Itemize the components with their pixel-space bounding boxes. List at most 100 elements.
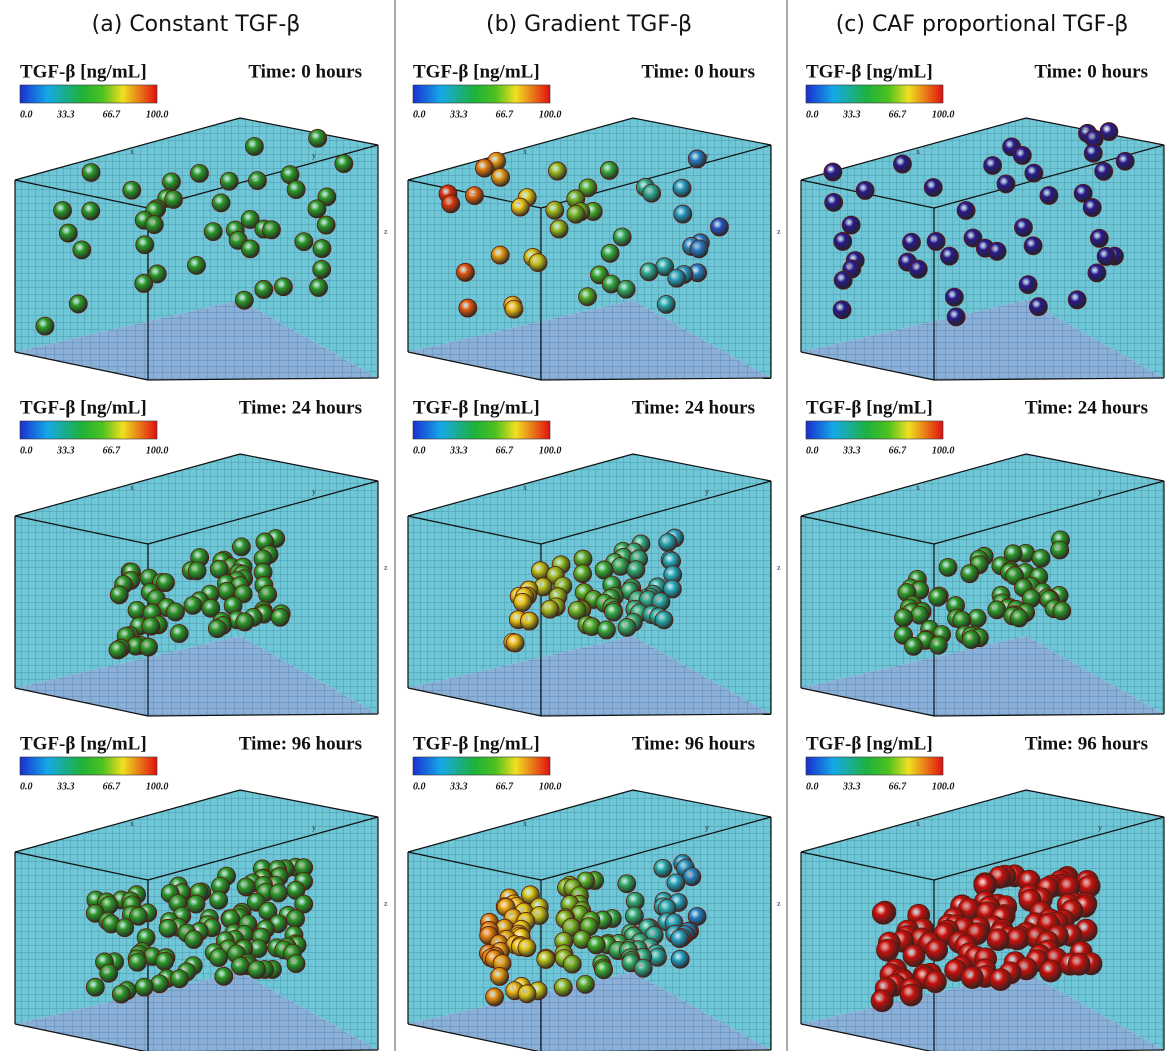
cell	[905, 637, 923, 655]
colorbar	[20, 85, 157, 103]
axis-label: z	[384, 563, 388, 572]
cell	[842, 216, 860, 234]
legend-title: TGF-β [ng/mL]	[413, 61, 540, 82]
cell	[54, 202, 72, 220]
time-label: Time: 96 hours	[632, 733, 755, 754]
cell	[654, 859, 672, 877]
colorbar-tick: 0.0	[20, 445, 33, 456]
cell	[142, 617, 160, 635]
cell	[834, 271, 852, 289]
cell	[518, 985, 536, 1003]
colorbar-tick: 100.0	[932, 445, 955, 456]
cell	[505, 300, 523, 318]
cell	[1019, 276, 1037, 294]
cell	[688, 150, 706, 168]
cell	[987, 929, 1009, 951]
cell	[166, 603, 184, 621]
colorbar-tick: 0.0	[413, 781, 426, 792]
cell	[1068, 291, 1086, 309]
cell	[170, 970, 188, 988]
column-title: (c) CAF proportional TGF-β	[836, 12, 1129, 37]
cell	[69, 295, 87, 313]
axis-label: x	[130, 483, 134, 492]
cell	[541, 600, 559, 618]
axis-label: x	[523, 819, 527, 828]
legend-title: TGF-β [ng/mL]	[806, 61, 933, 82]
cell	[135, 274, 153, 292]
cell	[128, 953, 146, 971]
cell	[145, 216, 163, 234]
cell	[984, 156, 1002, 174]
colorbar-tick: 66.7	[889, 445, 908, 456]
axis-label: z	[384, 227, 388, 236]
cell	[903, 945, 925, 967]
axis-label: y	[312, 487, 316, 496]
time-label: Time: 0 hours	[248, 61, 362, 82]
legend-title: TGF-β [ng/mL]	[20, 733, 147, 754]
cell	[939, 558, 957, 576]
legend-title: TGF-β [ng/mL]	[413, 397, 540, 418]
cell	[170, 625, 188, 643]
colorbar-tick: 66.7	[103, 109, 122, 120]
cell	[576, 975, 594, 993]
cell	[313, 260, 331, 278]
axis-label: x	[916, 483, 920, 492]
cell	[232, 538, 250, 556]
colorbar	[413, 85, 550, 103]
cell	[550, 220, 568, 238]
cell	[988, 242, 1006, 260]
cell	[940, 247, 958, 265]
cell	[627, 561, 645, 579]
cell	[997, 175, 1015, 193]
axis-label: z	[777, 227, 781, 236]
axis-label: z	[384, 899, 388, 908]
axis-label: z	[777, 899, 781, 908]
figure-canvas: (a) Constant TGF-βTGF-β [ng/mL]Time: 0 h…	[0, 0, 1169, 1051]
cell	[109, 641, 127, 659]
cell	[657, 295, 675, 313]
cell	[605, 603, 623, 621]
cell	[308, 200, 326, 218]
cell	[335, 155, 353, 173]
cell	[188, 562, 206, 580]
cell	[135, 978, 153, 996]
cell	[659, 534, 677, 552]
cell	[59, 224, 77, 242]
cell	[957, 201, 975, 219]
cell	[962, 631, 980, 649]
cell	[554, 978, 572, 996]
cell	[442, 195, 460, 213]
cell	[1097, 247, 1115, 265]
cell	[909, 260, 927, 278]
cell	[116, 919, 134, 937]
colorbar-tick: 0.0	[20, 109, 33, 120]
cell	[1116, 152, 1134, 170]
cell	[613, 228, 631, 246]
cell	[156, 952, 174, 970]
cell	[165, 190, 183, 208]
cell	[287, 955, 305, 973]
cell	[671, 950, 689, 968]
colorbar-tick: 0.0	[806, 781, 819, 792]
cell	[825, 193, 843, 211]
axis-label: y	[705, 823, 709, 832]
cell	[871, 990, 893, 1012]
cell	[947, 308, 965, 326]
axis-label: x	[523, 483, 527, 492]
cell	[248, 961, 266, 979]
axis-label: y	[1098, 823, 1102, 832]
cell	[73, 241, 91, 259]
axis-label: y	[1098, 487, 1102, 496]
colorbar-tick: 66.7	[889, 781, 908, 792]
cell	[248, 172, 266, 190]
colorbar	[20, 757, 157, 775]
colorbar-tick: 100.0	[146, 109, 169, 120]
cell	[82, 163, 100, 181]
cell	[1025, 164, 1043, 182]
cell	[900, 984, 922, 1006]
colorbar-tick: 33.3	[842, 445, 861, 456]
colorbar	[806, 421, 943, 439]
cell	[567, 205, 585, 223]
cell	[574, 565, 592, 583]
cell	[506, 634, 524, 652]
